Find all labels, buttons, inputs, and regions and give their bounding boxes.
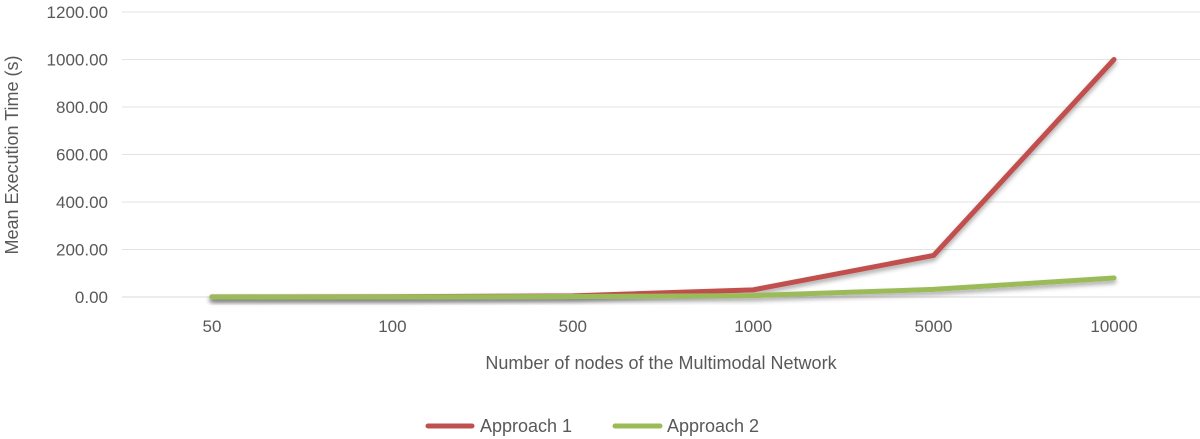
series-line-2 bbox=[209, 275, 1117, 300]
x-axis-ticks: 50 100 500 1000 5000 10000 bbox=[203, 317, 1138, 336]
legend-label-2: Approach 2 bbox=[667, 416, 759, 436]
x-tick-label: 50 bbox=[203, 317, 222, 336]
x-tick-label: 10000 bbox=[1090, 317, 1137, 336]
y-tick-label: 1000.00 bbox=[47, 51, 108, 70]
y-tick-label: 600.00 bbox=[56, 146, 108, 165]
gridlines bbox=[122, 11, 1200, 298]
x-tick-label: 100 bbox=[378, 317, 406, 336]
x-tick-label: 5000 bbox=[915, 317, 953, 336]
legend: Approach 1 Approach 2 bbox=[425, 416, 759, 436]
y-axis-title: Mean Execution Time (s) bbox=[2, 55, 22, 254]
y-tick-label: 0.00 bbox=[75, 288, 108, 307]
y-tick-label: 1200.00 bbox=[47, 3, 108, 22]
y-tick-label: 800.00 bbox=[56, 98, 108, 117]
x-tick-label: 500 bbox=[559, 317, 587, 336]
x-axis-title: Number of nodes of the Multimodal Networ… bbox=[485, 353, 837, 373]
legend-label-1: Approach 1 bbox=[480, 416, 572, 436]
series-line-1 bbox=[209, 57, 1117, 300]
series-lines bbox=[209, 57, 1117, 300]
y-tick-label: 200.00 bbox=[56, 241, 108, 260]
y-tick-label: 400.00 bbox=[56, 193, 108, 212]
x-tick-label: 1000 bbox=[734, 317, 772, 336]
y-axis-ticks: 0.00 200.00 400.00 600.00 800.00 1000.00 1200.… bbox=[47, 3, 108, 307]
